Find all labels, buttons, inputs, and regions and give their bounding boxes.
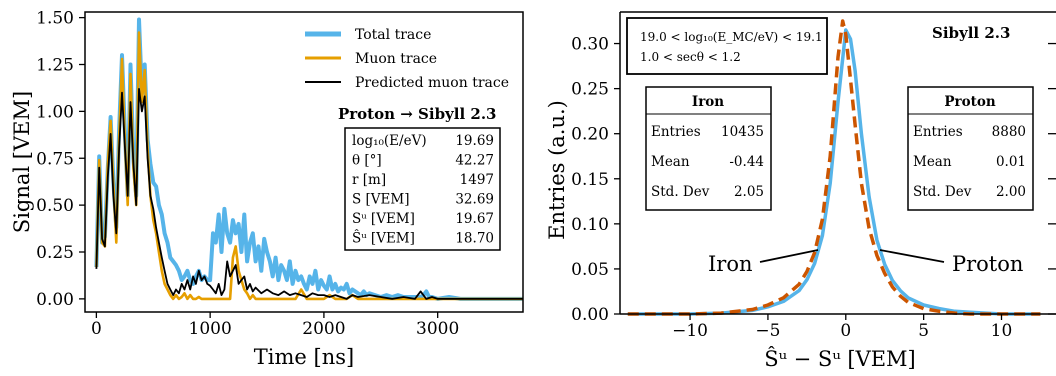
left-y-tick-label: 1.50 [36, 9, 74, 29]
iron-mean-label: Mean [651, 154, 690, 170]
left-info-row-label: Sᵘ [VEM] [352, 211, 415, 227]
right-series-group [627, 19, 1041, 316]
left-info-row-value: 42.27 [455, 153, 494, 169]
proton-mean-label: Mean [913, 154, 952, 170]
iron-stats-title: Iron [692, 94, 724, 110]
right-y-tick-label: 0.05 [571, 260, 609, 280]
left-x-tick-label: 2000 [302, 319, 345, 339]
left-ticks-group: 0 1000 2000 3000 0.00 0.25 0.50 0.75 1.00 1.25 1.5… [36, 9, 459, 339]
left-info-row-label: S [VEM] [352, 192, 410, 208]
left-info-row-label: θ [°] [352, 153, 382, 169]
proton-entries-label: Entries [913, 124, 963, 140]
proton-std-label: Std. Dev [913, 184, 972, 200]
right-y-tick-label: 0.10 [571, 215, 609, 235]
left-info-rows: log₁₀(E/eV) 19.69 θ [°] 42.27 r [m] 1497 S [VE… [352, 133, 494, 247]
iron-std-label: Std. Dev [651, 184, 710, 200]
iron-callout-label: Iron [708, 252, 753, 276]
right-x-tick-label: −5 [755, 321, 780, 341]
left-panel: 0 1000 2000 3000 0.00 0.25 0.50 0.75 1.00 1.25 1.5… [10, 9, 524, 369]
iron-entries-value: 10435 [721, 124, 764, 140]
right-ticks-group: −10 −5 0 5 10 0.00 0.05 0.10 0.15 0.20 0.25 0.30 [571, 35, 1056, 341]
left-y-tick-label: 0.00 [36, 290, 74, 310]
right-x-tick-label: −10 [672, 321, 708, 341]
proton-callout-label: Proton [952, 252, 1023, 276]
left-y-tick-label: 0.75 [36, 149, 74, 169]
left-y-tick-label: 0.25 [36, 243, 74, 263]
iron-std-value: 2.05 [734, 184, 764, 200]
iron-entries-label: Entries [651, 124, 701, 140]
proton-stats-box: Proton Entries 8880 Mean 0.01 Std. Dev 2… [907, 86, 1034, 211]
right-x-tick-label: 10 [991, 321, 1013, 341]
right-y-tick-label: 0.15 [571, 170, 609, 190]
proton-mean-value: 0.01 [996, 154, 1026, 170]
proton-callout-line [879, 249, 945, 263]
left-info-table [344, 127, 501, 251]
iron-stats-box: Iron Entries 10435 Mean -0.44 Std. Dev 2… [645, 86, 772, 211]
legend-label-muon: Muon trace [355, 51, 437, 67]
left-x-tick-label: 0 [91, 319, 102, 339]
legend-label-predicted: Predicted muon trace [355, 75, 509, 91]
iron-mean-value: -0.44 [729, 154, 764, 170]
left-info-row-value: 19.69 [455, 133, 494, 149]
right-condition-box [626, 17, 828, 75]
right-condition-line-2: 1.0 < secθ < 1.2 [640, 50, 741, 64]
proton-stats-frame [907, 86, 1034, 211]
left-info-row-value: 18.70 [455, 231, 494, 247]
right-y-axis-label: Entries (a.u.) [545, 100, 569, 240]
right-series-line-proton [627, 28, 1041, 316]
left-info-row-value: 1497 [460, 172, 494, 188]
right-y-tick-label: 0.25 [571, 80, 609, 100]
left-y-axis-label: Signal [VEM] [10, 91, 34, 233]
left-info-row-label: r [m] [352, 172, 386, 188]
left-x-tick-label: 1000 [189, 319, 232, 339]
iron-stats-frame [645, 86, 772, 211]
legend-label-total: Total trace [355, 27, 431, 43]
right-panel: −10 −5 0 5 10 0.00 0.05 0.10 0.15 0.20 0.25 0.30 Ŝᵘ… [545, 11, 1056, 371]
left-series-group [94, 17, 523, 301]
proton-std-value: 2.00 [996, 184, 1026, 200]
right-condition-line-1: 19.0 < log₁₀(E_MC/eV) < 19.1 [640, 30, 823, 44]
left-series-line-2 [95, 88, 523, 300]
iron-callout-line [759, 249, 819, 263]
right-y-tick-label: 0.00 [571, 305, 609, 325]
proton-stats-title: Proton [944, 94, 996, 110]
right-y-tick-label: 0.30 [571, 35, 609, 55]
left-y-tick-label: 1.25 [36, 56, 74, 76]
left-plot-frame [84, 11, 524, 313]
right-model-label: Sibyll 2.3 [932, 24, 1010, 42]
left-y-tick-label: 0.50 [36, 196, 74, 216]
left-x-tick-label: 3000 [416, 319, 459, 339]
left-series-line-1 [95, 31, 523, 301]
left-info-row-label: Ŝᵘ [VEM] [352, 230, 415, 247]
left-info-row-value: 19.67 [455, 211, 494, 227]
right-y-tick-label: 0.20 [571, 125, 609, 145]
right-x-axis-label: Ŝᵘ − Sᵘ [VEM] [764, 346, 916, 371]
right-x-tick-label: 5 [918, 321, 929, 341]
proton-entries-value: 8880 [992, 124, 1026, 140]
left-x-axis-label: Time [ns] [254, 345, 354, 369]
right-x-tick-label: 0 [840, 321, 851, 341]
left-y-tick-label: 1.00 [36, 102, 74, 122]
left-legend: Total trace Muon trace Predicted muon tr… [305, 27, 509, 91]
left-info-title: Proton → Sibyll 2.3 [338, 105, 497, 123]
left-info-row-label: log₁₀(E/eV) [352, 133, 427, 149]
left-info-row-value: 32.69 [455, 192, 494, 208]
